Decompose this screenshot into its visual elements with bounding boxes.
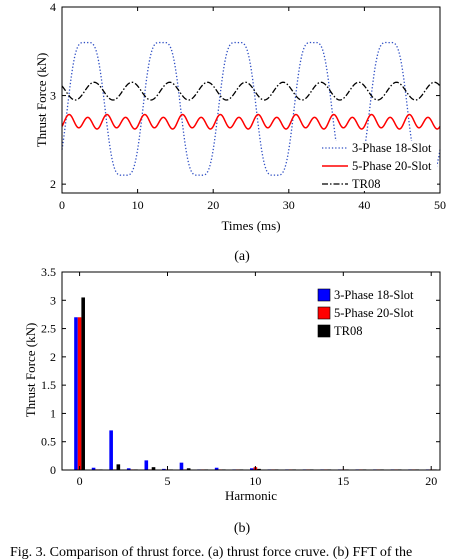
x-tick-label-a: 40 — [358, 198, 370, 212]
legend-label-3phase: 3-Phase 18-Slot — [352, 141, 432, 155]
bar-3phase-18slot-h8 — [214, 467, 219, 470]
bar-tr08-h4 — [151, 467, 156, 470]
y-tick-label-b: 3 — [50, 293, 56, 307]
y-tick-label-a: 4 — [50, 0, 56, 14]
plot-frame-b — [61, 271, 441, 471]
y-tick-label-a: 2 — [50, 177, 56, 191]
legend-label-3phase-b: 3-Phase 18-Slot — [334, 288, 414, 302]
fft-harmonic-chart: 0 5 10 15 20 0 0.5 1 1.5 2 2.5 3 3.5 Harmonic Thrust… — [23, 265, 441, 536]
bar-3phase-18slot-h3 — [126, 468, 131, 470]
x-axis-title-b: Harmonic — [225, 488, 277, 503]
bar-3phase-18slot-h2 — [109, 430, 113, 470]
y-axis-title-b: Thrust Force (kN) — [23, 323, 38, 418]
x-axis-title-a: Times (ms) — [221, 218, 280, 233]
legend-label-5phase: 5-Phase 20-Slot — [352, 159, 432, 173]
bar-3phase-18slot-h10 — [250, 468, 254, 470]
legend-swatch-tr08 — [317, 324, 331, 338]
legend-swatch-3phase — [317, 288, 331, 302]
y-tick-label-b: 2 — [50, 350, 56, 364]
x-tick-label-a: 0 — [59, 198, 65, 212]
legend-b: 3-Phase 18-Slot 5-Phase 20-Slot TR08 — [317, 288, 414, 338]
bars — [74, 297, 437, 470]
y-tick-label-b: 0 — [50, 463, 56, 477]
y-tick-label-a: 3 — [50, 89, 56, 103]
bar-5phase-20slot-h0 — [77, 317, 82, 470]
x-tick-label-a: 30 — [283, 198, 295, 212]
y-tick-label-b: 2.5 — [41, 322, 56, 336]
legend-label-tr08-b: TR08 — [334, 324, 362, 338]
bar-3phase-18slot-h4 — [144, 460, 149, 470]
bar-tr08-h2 — [116, 464, 121, 470]
y-axis-title-a: Thrust Force (kN) — [34, 53, 49, 148]
bar-tr08-h6 — [186, 468, 191, 470]
thrust-force-curve-chart: 0 10 20 30 40 50 2 3 4 Times (ms) Thrust Force (… — [34, 0, 446, 264]
legend-swatch-5phase — [317, 306, 331, 320]
figure-caption: Fig. 3. Comparison of thrust force. (a) … — [10, 545, 412, 560]
x-tick-label-b: 10 — [249, 474, 261, 488]
legend-a: 3-Phase 18-Slot 5-Phase 20-Slot TR08 — [318, 141, 437, 191]
x-tick-label-a: 50 — [434, 198, 446, 212]
series-lines — [61, 41, 441, 176]
x-tick-label-b: 15 — [337, 474, 349, 488]
series-tr08 — [61, 81, 441, 101]
bar-3phase-18slot-h5 — [162, 468, 166, 470]
plot-frame-a — [61, 6, 441, 194]
y-tick-label-b: 0.5 — [41, 435, 56, 449]
x-tick-label-b: 0 — [77, 474, 83, 488]
axes-a: 0 10 20 30 40 50 2 3 4 — [50, 0, 446, 212]
y-tick-label-b: 3.5 — [41, 265, 56, 279]
bar-tr08-h0 — [81, 297, 85, 470]
caption-b: (b) — [234, 521, 251, 536]
y-tick-label-b: 1 — [50, 406, 56, 420]
bar-3phase-18slot-h6 — [179, 462, 184, 470]
x-tick-label-b: 20 — [425, 474, 437, 488]
axes-b: 0 5 10 15 20 0 0.5 1 1.5 2 2.5 3 3.5 — [41, 265, 440, 488]
bar-3phase-18slot-h1 — [91, 467, 96, 470]
bar-3phase-18slot-h0 — [74, 317, 78, 470]
legend-label-tr08: TR08 — [352, 177, 380, 191]
x-tick-label-a: 20 — [207, 198, 219, 212]
y-tick-label-b: 1.5 — [41, 378, 56, 392]
bar-tr08-h10 — [257, 468, 261, 470]
series-5phase-20slot — [61, 113, 441, 130]
x-tick-label-a: 10 — [132, 198, 144, 212]
legend-label-5phase-b: 5-Phase 20-Slot — [334, 306, 414, 320]
x-tick-label-b: 5 — [164, 474, 170, 488]
caption-a: (a) — [234, 249, 250, 264]
